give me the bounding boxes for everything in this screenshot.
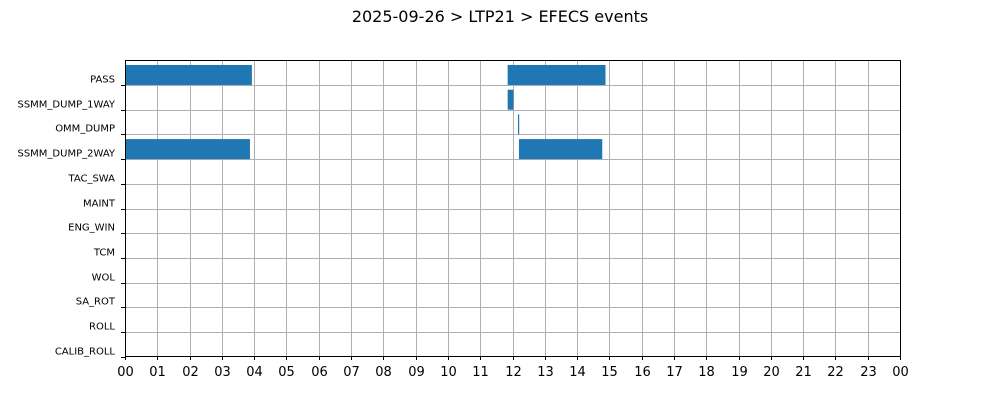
y-axis: PASS SSMM_DUMP_1WAY OMM_DUMP SSMM_DUMP_2WAY… xyxy=(17,75,125,358)
event-bar xyxy=(125,139,250,160)
y-tick-label: SSMM_DUMP_1WAY xyxy=(17,100,115,111)
x-tick-label: 13 xyxy=(537,365,554,380)
x-tick-label: 14 xyxy=(569,365,586,380)
x-tick-label: 06 xyxy=(311,365,328,380)
x-tick-label: 04 xyxy=(246,365,263,380)
y-tick-label: MAINT xyxy=(83,199,116,210)
x-tick-label: 00 xyxy=(892,365,909,380)
x-tick-label: 01 xyxy=(149,365,166,380)
x-tick-label: 22 xyxy=(827,365,844,380)
x-tick-label: 00 xyxy=(117,365,134,380)
x-tick-label: 10 xyxy=(440,365,457,380)
x-tick-label: 03 xyxy=(214,365,231,380)
y-tick-label: ROLL xyxy=(89,322,115,333)
x-tick-label: 09 xyxy=(408,365,425,380)
event-bars xyxy=(125,65,606,160)
y-tick-label: TCM xyxy=(93,248,115,259)
event-bar xyxy=(507,89,514,110)
x-tick-label: 19 xyxy=(731,365,748,380)
x-tick-label: 08 xyxy=(375,365,392,380)
x-tick-label: 05 xyxy=(278,365,295,380)
y-tick-label: ENG_WIN xyxy=(68,223,115,234)
y-tick-label: TAC_SWA xyxy=(67,174,115,185)
y-tick-label: PASS xyxy=(90,75,115,86)
y-tick-label: OMM_DUMP xyxy=(55,124,115,135)
x-tick-label: 17 xyxy=(666,365,683,380)
x-tick-label: 21 xyxy=(795,365,812,380)
y-tick-label: CALIB_ROLL xyxy=(55,347,116,358)
x-tick-label: 18 xyxy=(698,365,715,380)
chart-title: 2025-09-26 > LTP21 > EFECS events xyxy=(352,7,648,26)
y-tick-label: SSMM_DUMP_2WAY xyxy=(17,149,115,160)
event-bar xyxy=(518,139,603,160)
x-tick-label: 11 xyxy=(472,365,489,380)
x-tick-label: 16 xyxy=(634,365,651,380)
plot-frame xyxy=(125,60,901,357)
x-tick-label: 23 xyxy=(860,365,877,380)
event-bar xyxy=(507,65,606,85)
x-tick-label: 15 xyxy=(601,365,618,380)
event-bar xyxy=(517,114,520,135)
x-tick-label: 07 xyxy=(343,365,360,380)
x-tick-label: 20 xyxy=(763,365,780,380)
x-axis: 00 01 02 03 04 05 06 07 08 09 10 11 12 13 14 15 16 17 18 19… xyxy=(117,356,909,380)
x-tick-label: 12 xyxy=(505,365,522,380)
event-bar xyxy=(125,65,252,85)
y-tick-label: WOL xyxy=(92,273,116,284)
x-tick-label: 02 xyxy=(182,365,199,380)
y-tick-label: SA_ROT xyxy=(76,297,116,308)
